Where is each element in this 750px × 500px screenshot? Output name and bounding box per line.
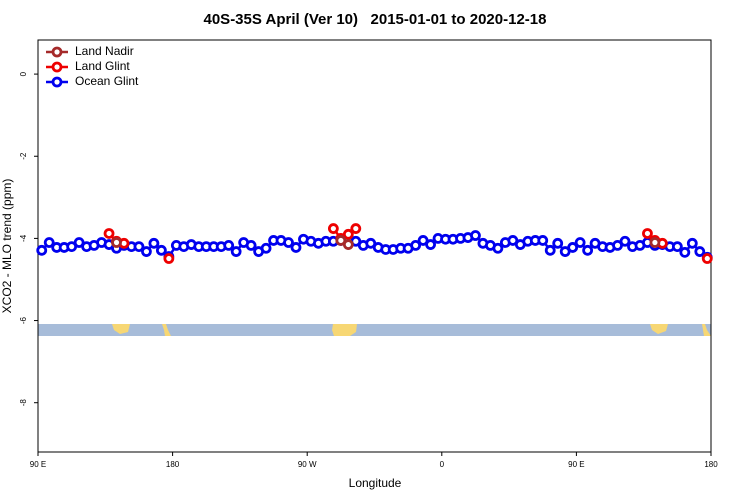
- data-point: [43, 237, 55, 248]
- plot-frame: [37, 39, 712, 453]
- data-point: [111, 237, 122, 248]
- x-axis-label: Longitude: [349, 476, 402, 490]
- data-point: [342, 239, 354, 250]
- x-tick-label: 90 E: [30, 460, 46, 469]
- data-point: [470, 230, 481, 241]
- data-point: [649, 237, 661, 248]
- x-tick-label: 0: [440, 460, 445, 469]
- data-point: [567, 242, 579, 253]
- chart-title: 40S-35S April (Ver 10) 2015-01-01 to 202…: [204, 11, 547, 28]
- data-point: [544, 244, 556, 256]
- data-point: [290, 242, 302, 253]
- data-point: [260, 242, 272, 254]
- ocean-band: [38, 324, 711, 336]
- data-point: [582, 244, 594, 256]
- data-point: [679, 246, 691, 258]
- data-point: [574, 237, 586, 248]
- data-point: [230, 246, 242, 257]
- data-point: [223, 239, 235, 251]
- data-point: [36, 244, 48, 256]
- data-point: [245, 239, 257, 251]
- data-point: [694, 246, 706, 257]
- data-point: [537, 235, 549, 246]
- data-point: [619, 235, 631, 247]
- y-tick-label: -2: [19, 152, 28, 160]
- data-point: [671, 241, 683, 253]
- data-point: [701, 253, 713, 264]
- data-point: [141, 246, 152, 257]
- legend-label: Ocean Glint: [75, 74, 139, 88]
- data-point: [410, 239, 422, 251]
- x-tick-label: 90 E: [568, 460, 584, 469]
- land-shape: [162, 324, 171, 336]
- x-tick-label: 180: [166, 460, 180, 469]
- y-tick-label: -4: [19, 234, 28, 242]
- y-tick-label: 0: [19, 71, 28, 76]
- data-point: [148, 237, 160, 249]
- data-point: [103, 228, 115, 239]
- land-shape: [112, 324, 130, 334]
- land-strip: [38, 324, 711, 336]
- y-tick-label: -6: [19, 316, 28, 324]
- x-tick-label: 90 W: [298, 460, 317, 469]
- legend-marker: [51, 76, 63, 88]
- data-point: [342, 228, 354, 240]
- legend-label: Land Nadir: [75, 44, 134, 58]
- y-axis-label: XCO2 - MLO trend (ppm): [0, 179, 14, 314]
- land-shape: [332, 324, 357, 336]
- legend-marker: [51, 61, 63, 73]
- y-tick-label: -8: [19, 399, 28, 407]
- data-point: [350, 223, 362, 234]
- data-point: [642, 228, 653, 239]
- land-shape: [702, 324, 711, 336]
- data-point: [155, 244, 167, 256]
- x-tick-label: 180: [704, 460, 718, 469]
- data-point: [133, 241, 145, 253]
- data-point: [163, 253, 175, 264]
- data-point: [283, 237, 294, 248]
- legend-label: Land Glint: [75, 59, 130, 73]
- data-point: [686, 237, 698, 249]
- legend-marker: [51, 46, 63, 58]
- data-point: [552, 237, 564, 249]
- land-shape: [650, 324, 668, 334]
- data-point: [425, 239, 436, 250]
- data-point: [327, 223, 339, 234]
- data-point: [492, 242, 504, 254]
